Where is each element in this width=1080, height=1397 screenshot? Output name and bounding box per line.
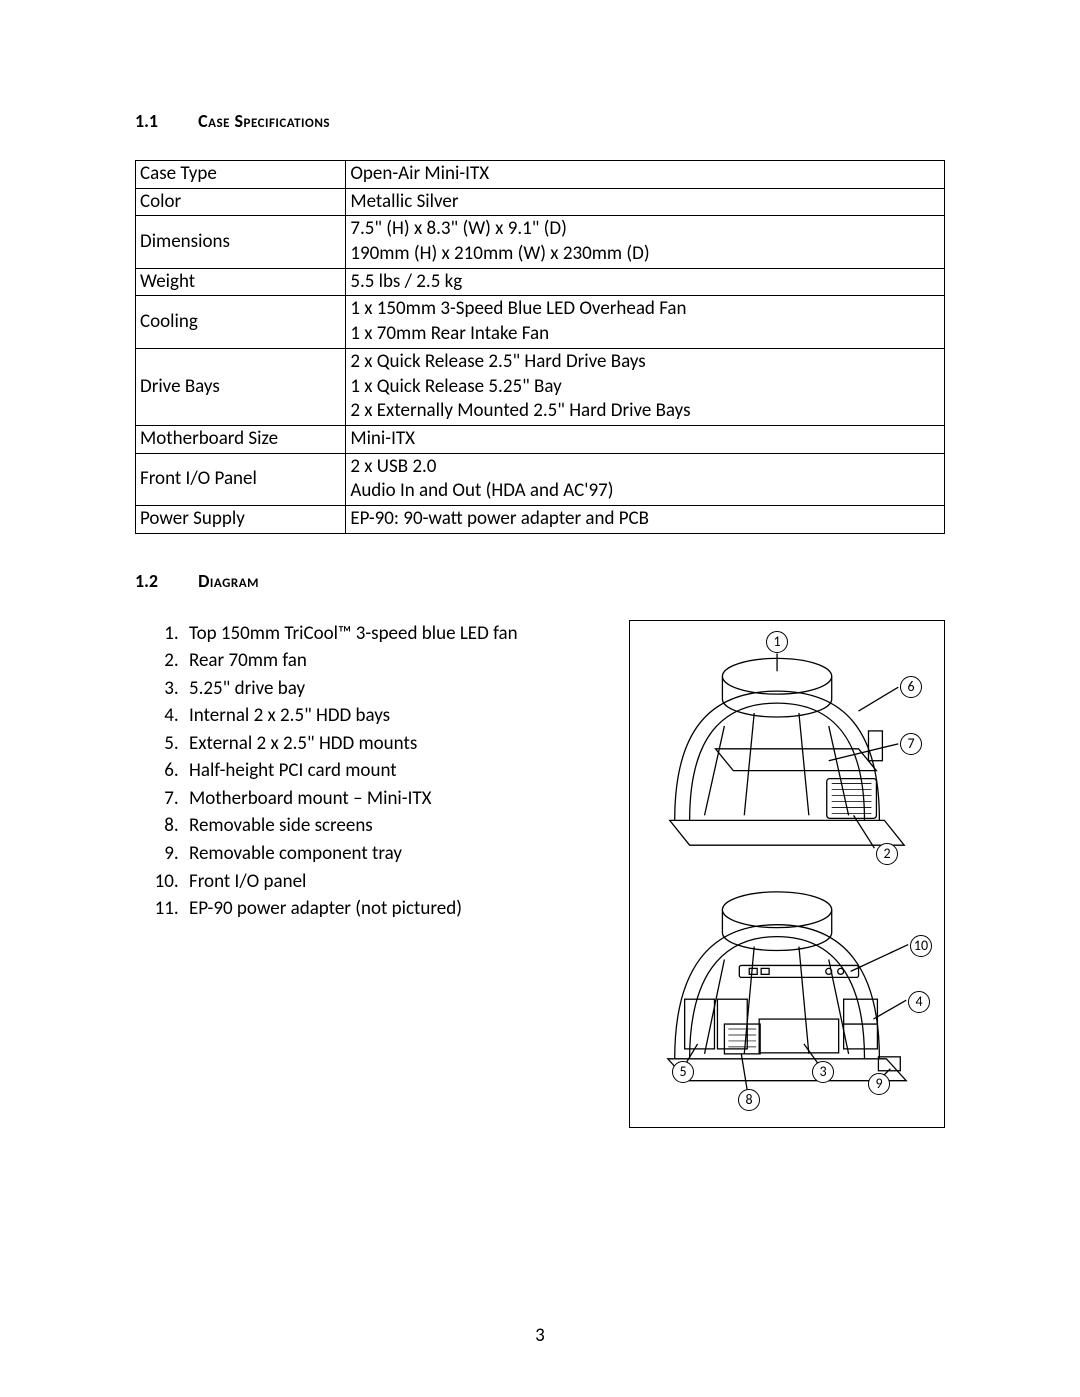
spec-label: Cooling [136, 296, 346, 348]
section-1-2-header: 1.2 Diagram [135, 570, 945, 592]
spec-value: Mini-ITX [346, 425, 945, 453]
spec-value: 2 x USB 2.0Audio In and Out (HDA and AC'… [346, 453, 945, 505]
diagram-callout: 4 [908, 991, 930, 1013]
section-title: Case Specifications [198, 110, 330, 132]
spec-label: Drive Bays [136, 348, 346, 425]
table-row: Front I/O Panel2 x USB 2.0Audio In and O… [136, 453, 945, 505]
table-row: Weight 5.5 lbs / 2.5 kg [136, 268, 945, 296]
list-item: EP-90 power adapter (not pictured) [183, 895, 619, 923]
list-item: Rear 70mm fan [183, 647, 619, 675]
diagram-row: Top 150mm TriCool™ 3-speed blue LED fanR… [135, 620, 945, 1128]
spec-value: EP-90: 90-watt power adapter and PCB [346, 505, 945, 533]
spec-label: Case Type [136, 161, 346, 189]
spec-value: 5.5 lbs / 2.5 kg [346, 268, 945, 296]
spec-value: 1 x 150mm 3-Speed Blue LED Overhead Fan1… [346, 296, 945, 348]
table-row: Motherboard SizeMini-ITX [136, 425, 945, 453]
diagram-callout: 1 [766, 631, 788, 653]
diagram-callout: 10 [910, 935, 932, 957]
spec-label: Weight [136, 268, 346, 296]
spec-label: Dimensions [136, 216, 346, 268]
diagram-callout: 2 [876, 843, 898, 865]
table-row: Drive Bays2 x Quick Release 2.5" Hard Dr… [136, 348, 945, 425]
spec-label: Color [136, 188, 346, 216]
spec-value: Open-Air Mini-ITX [346, 161, 945, 189]
diagram-callout: 5 [672, 1061, 694, 1083]
diagram-legend-list: Top 150mm TriCool™ 3-speed blue LED fanR… [135, 620, 619, 923]
table-row: Power SupplyEP-90: 90-watt power adapter… [136, 505, 945, 533]
diagram-callout: 3 [812, 1061, 834, 1083]
list-item: Front I/O panel [183, 868, 619, 896]
list-item: Half-height PCI card mount [183, 757, 619, 785]
diagram-callout: 7 [900, 733, 922, 755]
list-item: External 2 x 2.5" HDD mounts [183, 730, 619, 758]
table-row: ColorMetallic Silver [136, 188, 945, 216]
diagram-figure: 1 6 7 2 10 4 3 9 5 8 [629, 620, 945, 1128]
spec-value: Metallic Silver [346, 188, 945, 216]
spec-label: Front I/O Panel [136, 453, 346, 505]
list-item: Top 150mm TriCool™ 3-speed blue LED fan [183, 620, 619, 648]
table-row: Case TypeOpen-Air Mini-ITX [136, 161, 945, 189]
list-item: Motherboard mount – Mini-ITX [183, 785, 619, 813]
diagram-callout: 6 [900, 676, 922, 698]
list-item: Removable component tray [183, 840, 619, 868]
spec-label: Motherboard Size [136, 425, 346, 453]
spec-value: 2 x Quick Release 2.5" Hard Drive Bays1 … [346, 348, 945, 425]
table-row: Cooling1 x 150mm 3-Speed Blue LED Overhe… [136, 296, 945, 348]
diagram-callout: 8 [738, 1089, 760, 1111]
section-title: Diagram [198, 570, 259, 592]
list-item: 5.25" drive bay [183, 675, 619, 703]
table-row: Dimensions7.5" (H) x 8.3" (W) x 9.1" (D)… [136, 216, 945, 268]
list-item: Removable side screens [183, 812, 619, 840]
diagram-callout: 9 [868, 1073, 890, 1095]
case-diagram-svg [630, 621, 944, 1127]
spec-value: 7.5" (H) x 8.3" (W) x 9.1" (D)190mm (H) … [346, 216, 945, 268]
spec-label: Power Supply [136, 505, 346, 533]
section-number: 1.2 [135, 570, 158, 592]
list-item: Internal 2 x 2.5" HDD bays [183, 702, 619, 730]
section-1-1-header: 1.1 Case Specifications [135, 110, 945, 132]
case-spec-table: Case TypeOpen-Air Mini-ITXColorMetallic … [135, 160, 945, 534]
section-number: 1.1 [135, 110, 158, 132]
page-number: 3 [0, 1324, 1080, 1347]
